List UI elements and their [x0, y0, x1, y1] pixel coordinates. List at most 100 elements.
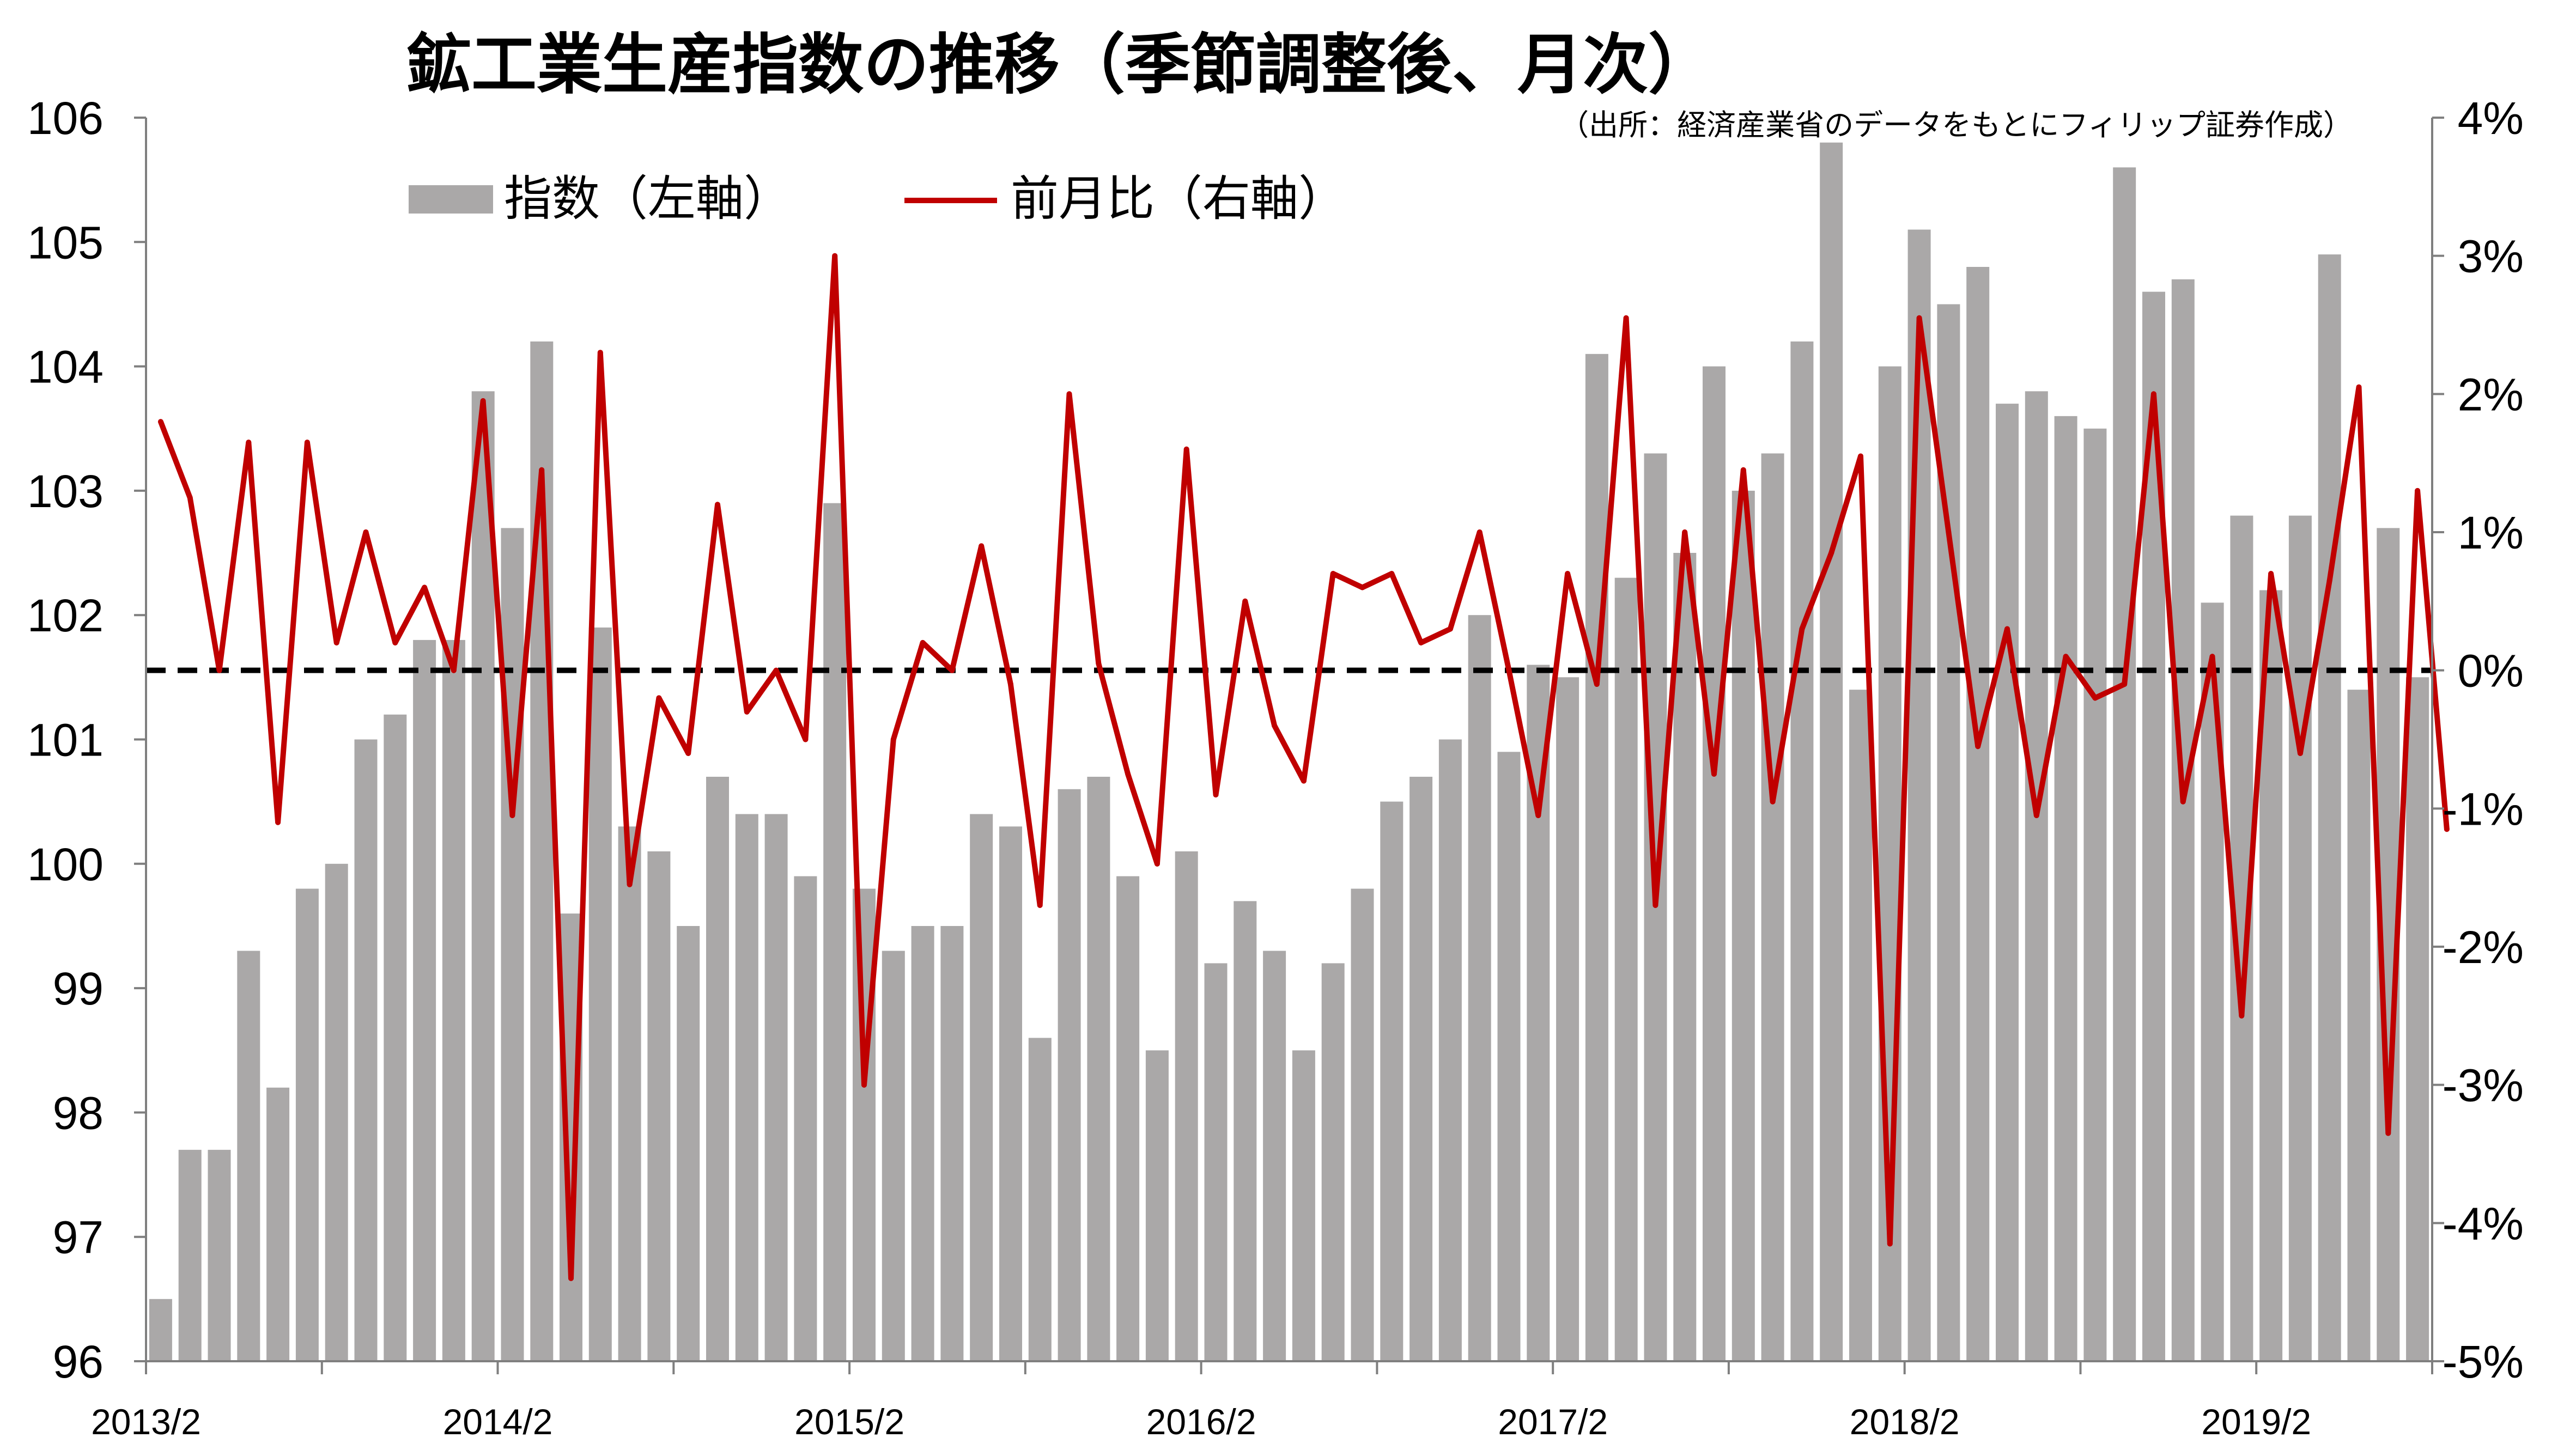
- line-point: [392, 639, 398, 645]
- line-point: [1447, 626, 1453, 632]
- line-point: [2239, 1013, 2245, 1019]
- line-point: [656, 695, 662, 701]
- bar: [1234, 901, 1257, 1361]
- bar: [2025, 391, 2048, 1361]
- line-point: [1623, 315, 1629, 321]
- x-axis-tick-label: 2014/2: [443, 1402, 553, 1442]
- bar: [823, 503, 847, 1362]
- bar: [882, 951, 905, 1361]
- line-point: [2209, 654, 2215, 660]
- bar: [208, 1149, 231, 1361]
- x-axis-tick-label: 2017/2: [1498, 1402, 1608, 1442]
- line-point: [304, 440, 310, 446]
- right-axis-tick-label: -3%: [2443, 1060, 2524, 1111]
- line-point: [1359, 584, 1365, 590]
- bar: [706, 777, 729, 1361]
- line-point: [1565, 571, 1571, 577]
- bar: [1907, 229, 1931, 1361]
- x-axis-tick-label: 2019/2: [2201, 1402, 2311, 1442]
- line-point: [1125, 771, 1131, 777]
- line-point: [861, 1082, 867, 1088]
- line-point: [1887, 1241, 1893, 1247]
- bar: [178, 1149, 202, 1361]
- bar: [618, 826, 641, 1361]
- bar: [2406, 677, 2429, 1361]
- line-point: [451, 667, 457, 673]
- line-point: [2297, 750, 2303, 756]
- right-axis-tick-label: 1%: [2458, 507, 2524, 558]
- line-point: [949, 667, 955, 673]
- line-point: [187, 495, 193, 501]
- bar: [501, 528, 524, 1361]
- right-axis-tick-label: 2%: [2458, 369, 2524, 420]
- line-point: [1858, 453, 1863, 459]
- line-point: [744, 709, 750, 715]
- bar: [266, 1087, 290, 1361]
- bar: [1028, 1038, 1052, 1361]
- chart-title: 鉱工業生産指数の推移（季節調整後、月次）: [406, 27, 1714, 103]
- left-axis-tick-label: 103: [27, 466, 104, 517]
- line-point: [2385, 1130, 2391, 1136]
- line-series: [157, 253, 2450, 1281]
- left-axis-tick-label: 97: [53, 1212, 104, 1263]
- bar: [794, 876, 817, 1361]
- bar: [2201, 602, 2224, 1361]
- line-point: [1828, 550, 1834, 556]
- bar: [1263, 951, 1286, 1361]
- line-point: [2356, 384, 2362, 390]
- line-point: [1506, 667, 1512, 673]
- legend: 指数（左軸） 前月比（右軸）: [409, 170, 1346, 227]
- bar: [1321, 963, 1345, 1361]
- bar: [1116, 876, 1140, 1361]
- line-point: [1037, 902, 1043, 908]
- line-point: [1007, 681, 1013, 687]
- line-point: [1916, 315, 1922, 321]
- bar: [1438, 739, 1462, 1361]
- bar: [471, 391, 495, 1361]
- bar: [1204, 963, 1228, 1361]
- right-axis-tick-label: 0%: [2458, 645, 2524, 697]
- bar: [1790, 341, 1814, 1361]
- right-axis-tick-label: 4%: [2458, 93, 2524, 144]
- line-point: [2063, 654, 2069, 660]
- bar: [2171, 279, 2195, 1361]
- right-axis-tick-label: -1%: [2443, 783, 2524, 834]
- line-point: [1682, 529, 1688, 535]
- line-point: [1770, 799, 1776, 805]
- line-point: [1652, 902, 1658, 908]
- x-axis-tick-label: 2015/2: [794, 1402, 904, 1442]
- legend-bar-label: 指数（左軸）: [504, 170, 792, 227]
- source-note: （出所：経済産業省のデータをもとにフィリップ証券作成）: [1559, 108, 2353, 142]
- line-point: [920, 639, 926, 645]
- bar: [2054, 416, 2077, 1361]
- bar: [1351, 888, 1374, 1361]
- bar: [970, 814, 993, 1361]
- line-point: [1389, 571, 1395, 577]
- bar: [1380, 801, 1404, 1361]
- line-point: [1711, 771, 1717, 777]
- left-axis-tick-label: 98: [53, 1087, 104, 1138]
- line-point: [2180, 799, 2186, 805]
- line-point: [1418, 639, 1424, 645]
- line-point: [246, 440, 252, 446]
- bar: [413, 639, 436, 1361]
- bar: [1731, 490, 1755, 1361]
- line-point: [422, 584, 428, 590]
- line-point: [1096, 661, 1102, 666]
- bar: [1966, 267, 1990, 1361]
- bar: [1497, 752, 1521, 1361]
- line-point: [2150, 391, 2156, 397]
- x-axis-tick-label: 2018/2: [1850, 1402, 1960, 1442]
- left-axis-tick-label: 104: [27, 342, 104, 393]
- bar: [1673, 553, 1697, 1361]
- line-point: [275, 819, 281, 825]
- line-point: [333, 639, 339, 645]
- line-point: [2004, 626, 2010, 632]
- bar: [1820, 142, 1843, 1362]
- bar: [149, 1299, 172, 1361]
- line-point: [2444, 826, 2450, 832]
- line-point: [1975, 744, 1981, 750]
- line-point: [1183, 446, 1189, 452]
- bar: [295, 888, 319, 1361]
- bar: [588, 628, 612, 1361]
